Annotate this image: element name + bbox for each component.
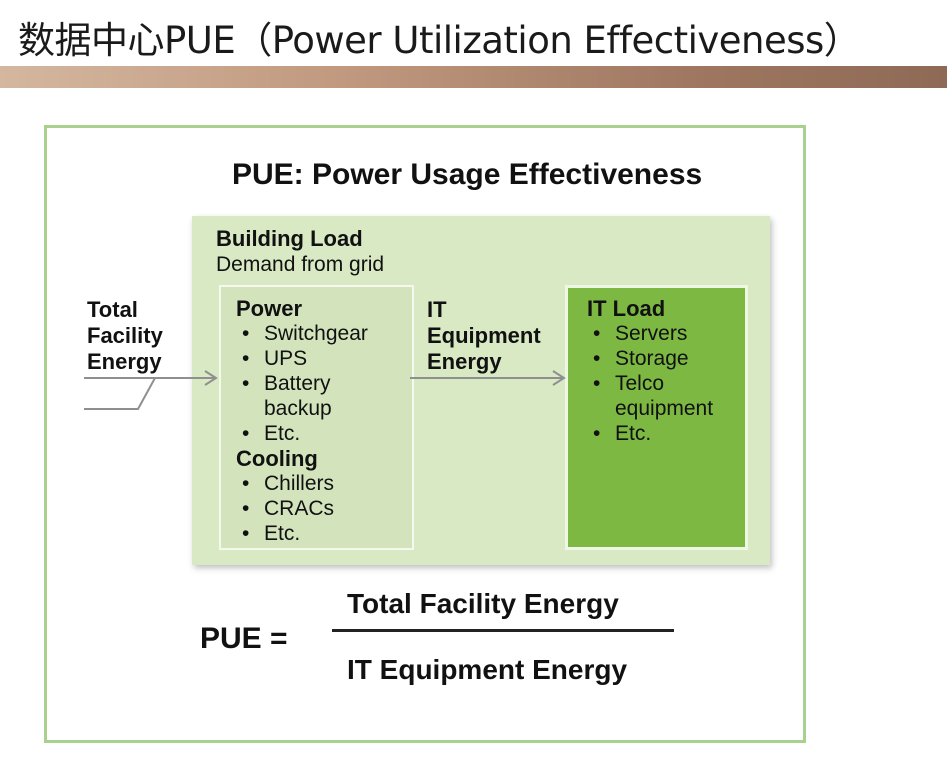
cooling-list: Chillers CRACs Etc. [236, 471, 368, 546]
grid-input-arrowhead [204, 370, 218, 386]
building-load-title: Building Load [216, 226, 363, 251]
cooling-heading: Cooling [236, 446, 318, 471]
power-item-etc: Etc. [236, 421, 368, 446]
it-energy-line-2: Equipment [427, 323, 541, 348]
total-facility-energy-label: Total Facility Energy [87, 297, 163, 375]
total-label-line-1: Total [87, 297, 138, 322]
it-item-equipment: equipment [615, 397, 714, 420]
power-item-ups: UPS [236, 346, 368, 371]
cooling-item-chillers: Chillers [236, 471, 368, 496]
facility-load-content: Power Switchgear UPS Battery backup Etc.… [236, 296, 368, 547]
it-item-etc: Etc. [587, 421, 713, 446]
it-energy-arrowhead [552, 370, 566, 386]
it-load-content: IT Load Servers Storage Telco equipment … [587, 296, 713, 447]
slide-title: 数据中心PUE（Power Utilization Effectiveness） [18, 19, 861, 62]
total-label-line-2: Facility [87, 323, 163, 348]
it-load-heading: IT Load [587, 296, 666, 321]
diagram-title: PUE: Power Usage Effectiveness [232, 158, 703, 191]
it-item-telco: Telco [587, 371, 713, 396]
grid-input-arrow [84, 377, 157, 410]
power-item-battery: Battery [236, 371, 368, 396]
it-load-list: Servers Storage Telco equipment Etc. [587, 321, 713, 446]
building-load-subtitle: Demand from grid [216, 253, 385, 276]
formula-numerator: Total Facility Energy [347, 588, 619, 619]
power-item-switchgear: Switchgear [236, 321, 368, 346]
cooling-item-cracs: CRACs [236, 496, 368, 521]
cooling-item-etc: Etc. [236, 521, 368, 546]
power-heading: Power [236, 296, 303, 321]
it-item-storage: Storage [587, 346, 713, 371]
it-equipment-energy-label: IT Equipment Energy [427, 297, 541, 375]
title-bar-divider [0, 66, 947, 88]
formula-lhs: PUE = [200, 622, 288, 655]
power-list: Switchgear UPS Battery backup Etc. [236, 321, 368, 446]
power-item-backup: backup [264, 397, 332, 420]
total-label-line-3: Energy [87, 349, 162, 374]
it-item-servers: Servers [587, 321, 713, 346]
formula-denominator: IT Equipment Energy [347, 654, 628, 685]
it-energy-line-1: IT [427, 297, 447, 322]
it-energy-line-3: Energy [427, 349, 502, 374]
formula-fraction-bar [332, 629, 674, 632]
